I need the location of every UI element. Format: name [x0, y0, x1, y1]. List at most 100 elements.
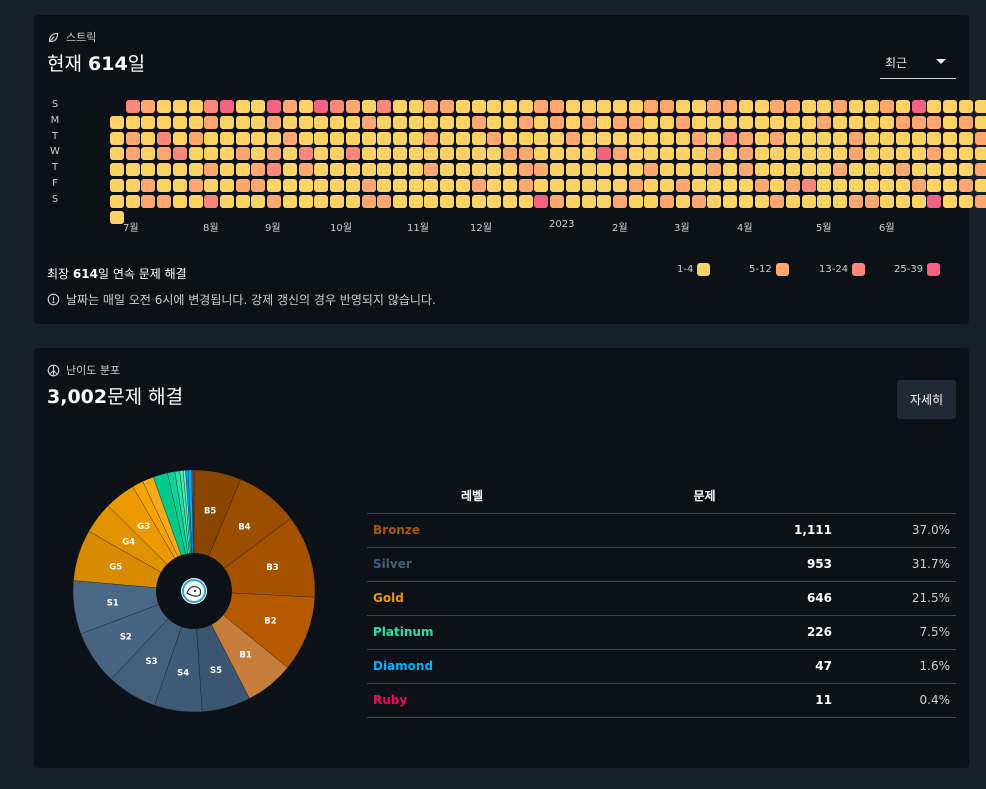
streak-day-cell[interactable] — [487, 163, 502, 177]
streak-day-cell[interactable] — [377, 115, 392, 129]
streak-day-cell[interactable] — [833, 194, 848, 208]
streak-day-cell[interactable] — [707, 147, 722, 161]
streak-day-cell[interactable] — [282, 163, 297, 177]
streak-day-cell[interactable] — [267, 100, 282, 113]
streak-day-cell[interactable] — [440, 147, 455, 161]
streak-day-cell[interactable] — [172, 131, 187, 145]
streak-day-cell[interactable] — [235, 115, 250, 129]
streak-day-cell[interactable] — [896, 179, 910, 192]
streak-day-cell[interactable] — [927, 100, 942, 113]
streak-day-cell[interactable] — [110, 115, 124, 129]
streak-day-cell[interactable] — [424, 115, 439, 129]
streak-day-cell[interactable] — [534, 194, 549, 208]
streak-day-cell[interactable] — [848, 147, 863, 161]
streak-day-cell[interactable] — [848, 194, 863, 208]
streak-day-cell[interactable] — [864, 179, 879, 192]
streak-day-cell[interactable] — [660, 179, 675, 192]
streak-day-cell[interactable] — [943, 163, 958, 177]
streak-day-cell[interactable] — [392, 115, 407, 129]
streak-day-cell[interactable] — [157, 179, 172, 192]
streak-day-cell[interactable] — [204, 179, 219, 192]
streak-day-cell[interactable] — [471, 147, 486, 161]
streak-day-cell[interactable] — [707, 100, 722, 113]
streak-day-cell[interactable] — [675, 163, 690, 177]
streak-day-cell[interactable] — [785, 115, 800, 129]
streak-day-cell[interactable] — [660, 115, 675, 129]
streak-day-cell[interactable] — [251, 100, 266, 113]
streak-day-cell[interactable] — [691, 163, 706, 177]
streak-day-cell[interactable] — [581, 100, 596, 113]
streak-day-cell[interactable] — [833, 100, 848, 113]
streak-day-cell[interactable] — [282, 100, 297, 113]
streak-range-select[interactable]: 최근 — [880, 47, 956, 79]
streak-day-cell[interactable] — [770, 147, 785, 161]
streak-day-cell[interactable] — [738, 179, 753, 192]
streak-day-cell[interactable] — [141, 131, 156, 145]
streak-day-cell[interactable] — [597, 147, 612, 161]
streak-day-cell[interactable] — [361, 163, 376, 177]
streak-day-cell[interactable] — [172, 179, 187, 192]
streak-day-cell[interactable] — [613, 131, 628, 145]
streak-day-cell[interactable] — [345, 194, 360, 208]
streak-day-cell[interactable] — [157, 115, 172, 129]
streak-day-cell[interactable] — [911, 115, 926, 129]
streak-day-cell[interactable] — [896, 115, 910, 129]
streak-day-cell[interactable] — [110, 194, 124, 208]
streak-day-cell[interactable] — [943, 194, 958, 208]
streak-day-cell[interactable] — [204, 194, 219, 208]
streak-day-cell[interactable] — [220, 115, 235, 129]
streak-day-cell[interactable] — [738, 194, 753, 208]
streak-day-cell[interactable] — [235, 147, 250, 161]
streak-day-cell[interactable] — [833, 147, 848, 161]
streak-day-cell[interactable] — [613, 163, 628, 177]
streak-day-cell[interactable] — [157, 147, 172, 161]
streak-day-cell[interactable] — [392, 100, 407, 113]
streak-day-cell[interactable] — [550, 194, 565, 208]
streak-day-cell[interactable] — [377, 194, 392, 208]
streak-day-cell[interactable] — [644, 131, 659, 145]
streak-day-cell[interactable] — [282, 115, 297, 129]
streak-day-cell[interactable] — [534, 115, 549, 129]
streak-day-cell[interactable] — [896, 147, 910, 161]
streak-day-cell[interactable] — [738, 147, 753, 161]
streak-day-cell[interactable] — [817, 115, 832, 129]
streak-day-cell[interactable] — [565, 179, 580, 192]
streak-day-cell[interactable] — [675, 131, 690, 145]
streak-day-cell[interactable] — [550, 100, 565, 113]
streak-day-cell[interactable] — [204, 100, 219, 113]
streak-day-cell[interactable] — [330, 194, 345, 208]
streak-day-cell[interactable] — [613, 100, 628, 113]
streak-day-cell[interactable] — [628, 147, 643, 161]
streak-day-cell[interactable] — [392, 131, 407, 145]
streak-day-cell[interactable] — [833, 163, 848, 177]
streak-day-cell[interactable] — [644, 115, 659, 129]
streak-day-cell[interactable] — [644, 179, 659, 192]
streak-day-cell[interactable] — [455, 115, 470, 129]
streak-day-cell[interactable] — [817, 179, 832, 192]
streak-day-cell[interactable] — [864, 147, 879, 161]
streak-day-cell[interactable] — [518, 131, 533, 145]
streak-day-cell[interactable] — [235, 100, 250, 113]
streak-day-cell[interactable] — [471, 194, 486, 208]
streak-day-cell[interactable] — [597, 194, 612, 208]
streak-day-cell[interactable] — [518, 179, 533, 192]
streak-day-cell[interactable] — [974, 131, 986, 145]
streak-day-cell[interactable] — [487, 194, 502, 208]
streak-day-cell[interactable] — [455, 147, 470, 161]
streak-day-cell[interactable] — [628, 163, 643, 177]
streak-day-cell[interactable] — [503, 179, 517, 192]
streak-day-cell[interactable] — [282, 194, 297, 208]
streak-day-cell[interactable] — [723, 115, 738, 129]
streak-day-cell[interactable] — [864, 100, 879, 113]
streak-day-cell[interactable] — [770, 163, 785, 177]
streak-day-cell[interactable] — [785, 100, 800, 113]
streak-day-cell[interactable] — [613, 147, 628, 161]
streak-day-cell[interactable] — [958, 131, 973, 145]
streak-day-cell[interactable] — [581, 179, 596, 192]
streak-day-cell[interactable] — [251, 163, 266, 177]
streak-day-cell[interactable] — [785, 194, 800, 208]
streak-day-cell[interactable] — [424, 179, 439, 192]
streak-day-cell[interactable] — [440, 100, 455, 113]
streak-day-cell[interactable] — [628, 131, 643, 145]
streak-day-cell[interactable] — [314, 147, 329, 161]
